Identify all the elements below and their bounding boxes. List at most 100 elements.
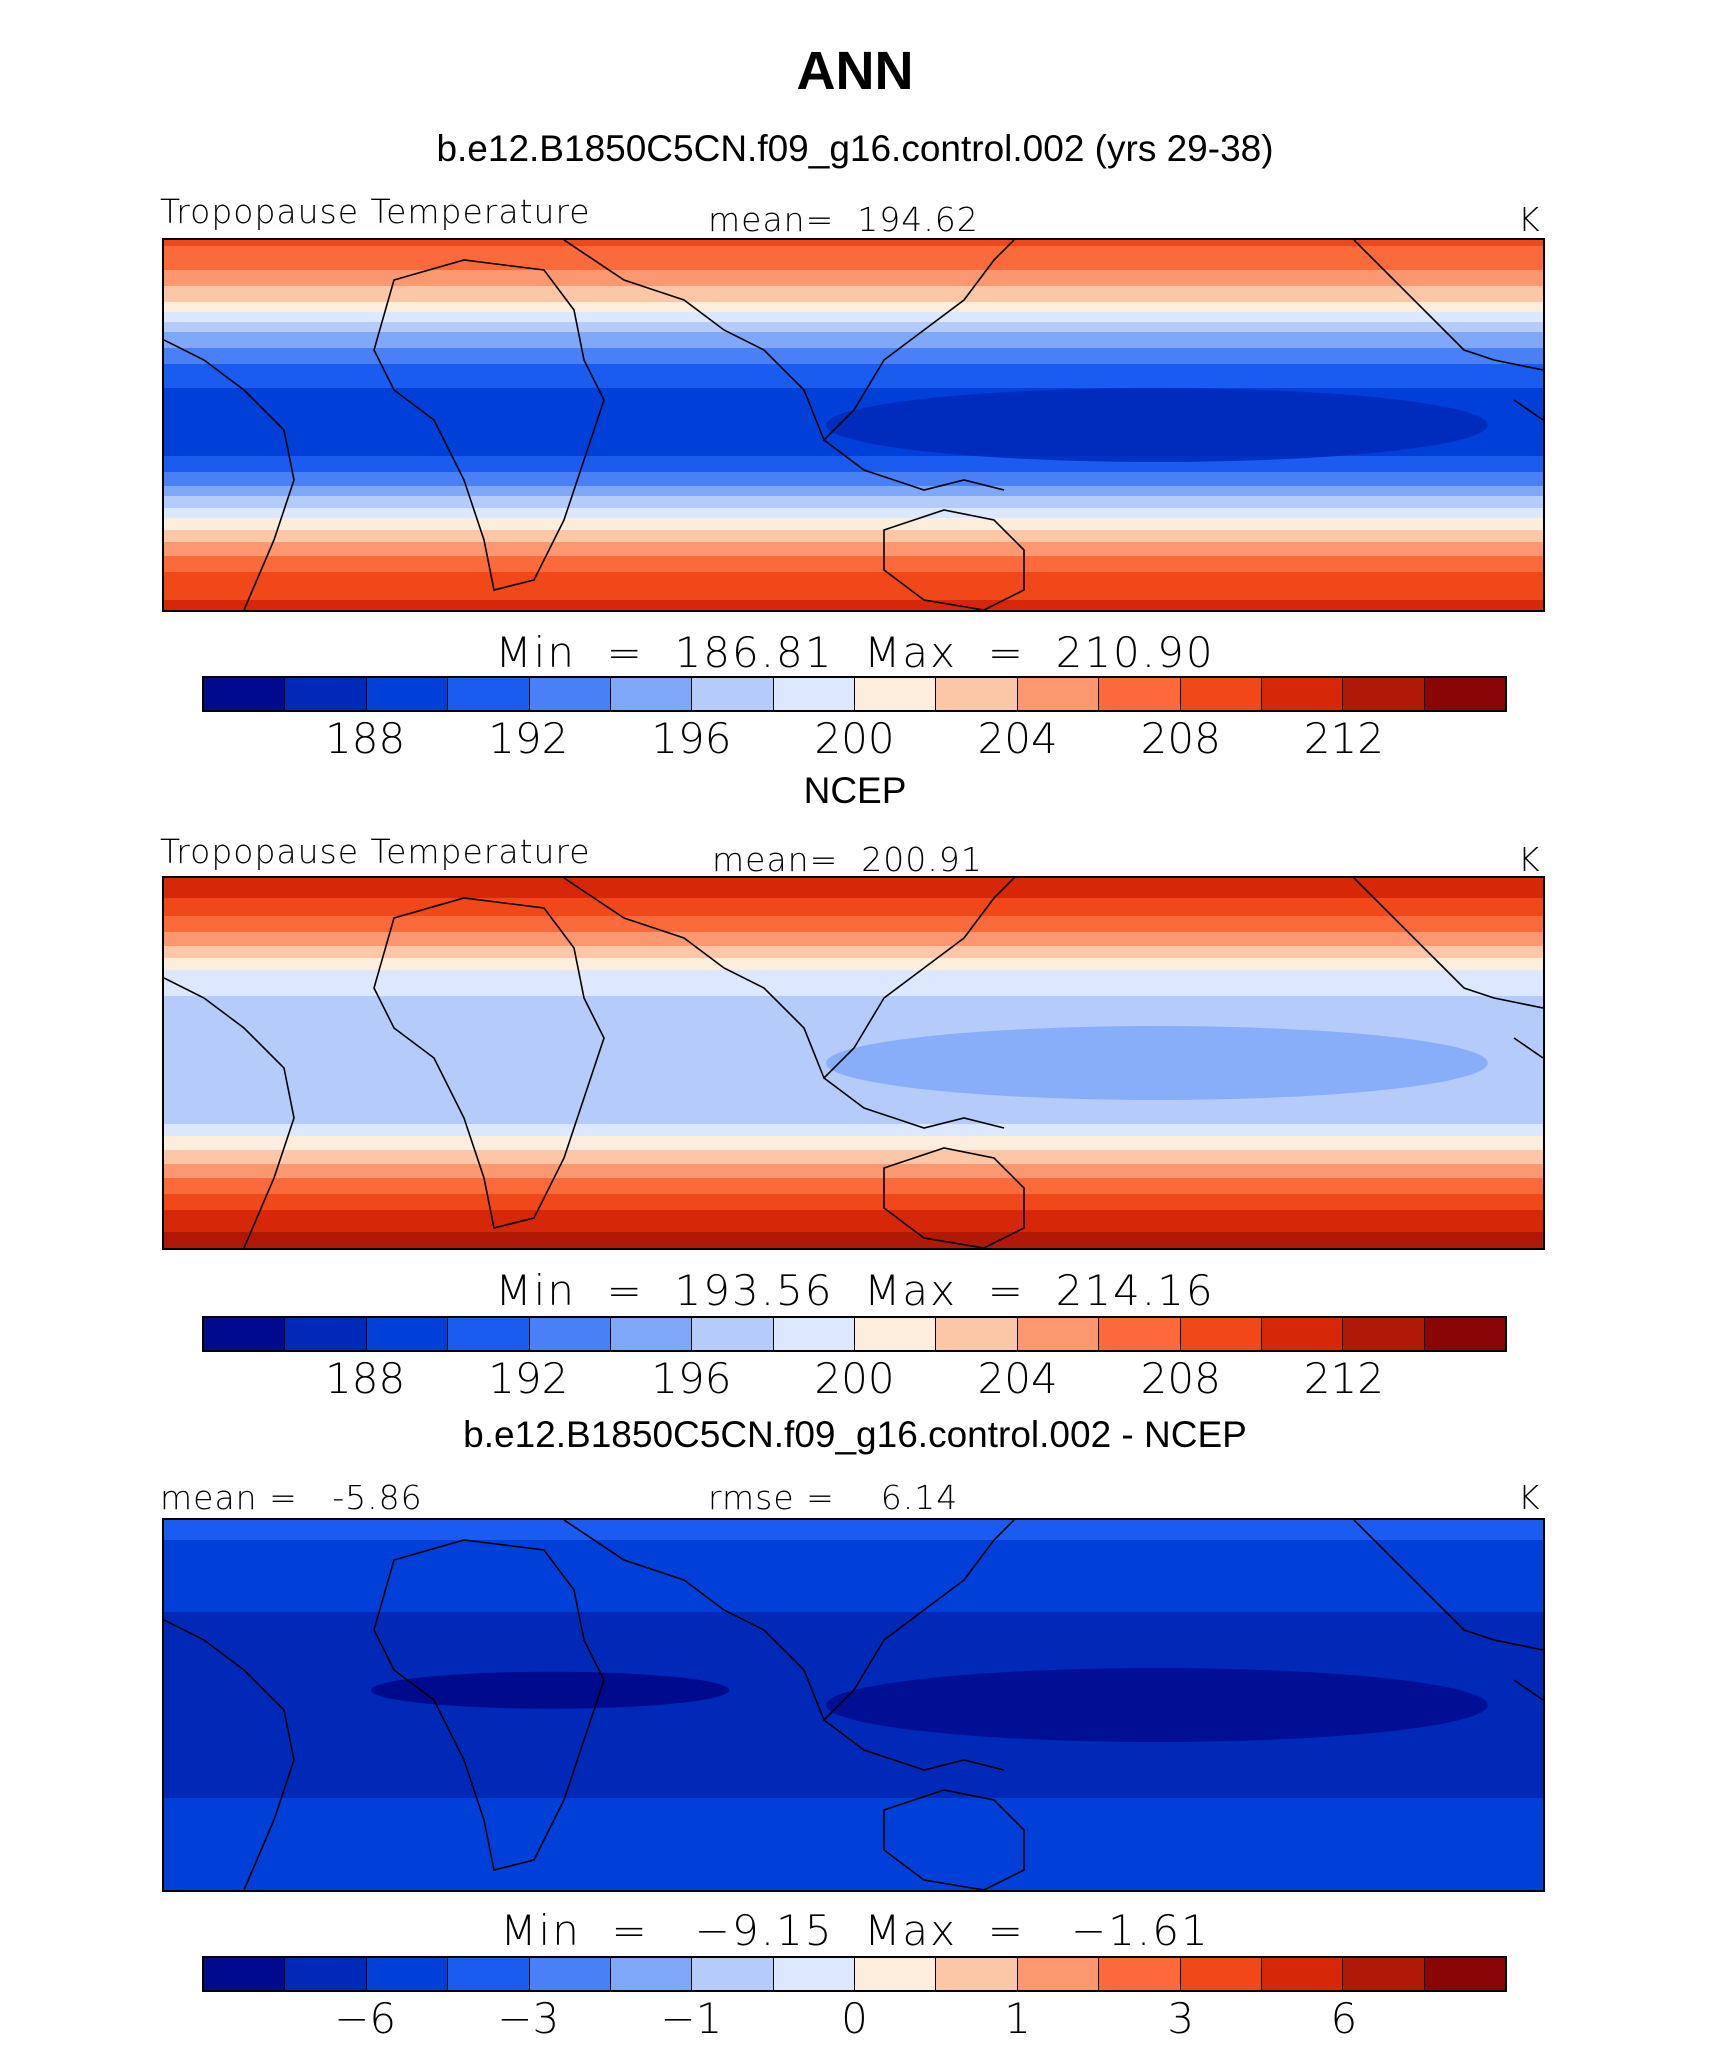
colorbar-swatch: [773, 1958, 855, 1990]
contour-band: [164, 1608, 1543, 1611]
contour-band: [164, 552, 1543, 555]
contour-band: [164, 1620, 1543, 1623]
contour-band: [164, 984, 1543, 987]
contour-band: [164, 370, 1543, 373]
contour-band: [164, 400, 1543, 403]
contour-band: [164, 466, 1543, 469]
contour-band: [164, 1158, 1543, 1161]
contour-band: [164, 958, 1543, 961]
contour-band: [164, 1598, 1543, 1601]
contour-band: [164, 1594, 1543, 1597]
colorbar-tick-label: 200: [814, 1354, 895, 1403]
contour-band: [164, 312, 1543, 315]
contour-band: [164, 1720, 1543, 1723]
panel-1-map: [162, 238, 1545, 612]
colorbar-swatch: [529, 1958, 611, 1990]
contour-band: [164, 390, 1543, 393]
contour-band: [164, 458, 1543, 461]
colorbar-swatch: [1424, 678, 1505, 710]
contour-band: [164, 914, 1543, 917]
colorbar-tick-label: 188: [325, 1354, 406, 1403]
contour-band: [164, 1216, 1543, 1219]
contour-band: [164, 894, 1543, 897]
contour-band: [164, 1722, 1543, 1725]
contour-band: [164, 596, 1543, 599]
panel-2-colorbar: [202, 1316, 1507, 1352]
contour-band: [164, 382, 1543, 385]
contour-band: [164, 952, 1543, 955]
contour-band: [164, 1666, 1543, 1669]
contour-band: [164, 1794, 1543, 1797]
contour-band: [164, 1782, 1543, 1785]
contour-band: [164, 1118, 1543, 1121]
colorbar-swatch: [1261, 1318, 1344, 1350]
colorbar-swatch: [1343, 678, 1425, 710]
contour-band: [164, 590, 1543, 593]
contour-band: [164, 346, 1543, 349]
contour-band: [164, 1134, 1543, 1137]
contour-band: [164, 548, 1543, 551]
coastline: [823, 1077, 1005, 1129]
contour-band: [164, 1630, 1543, 1633]
contour-band: [164, 1522, 1543, 1525]
colorbar-swatch: [448, 678, 530, 710]
coastline: [1513, 399, 1543, 421]
contour-band: [164, 990, 1543, 993]
contour-band: [164, 988, 1543, 991]
contour-band: [164, 1242, 1543, 1245]
contour-band: [164, 1810, 1543, 1813]
contour-band: [164, 1756, 1543, 1759]
coastline: [883, 1789, 1025, 1890]
contour-band: [164, 270, 1543, 273]
contour-band: [164, 1682, 1543, 1685]
contour-band: [164, 1186, 1543, 1189]
contour-band: [164, 366, 1543, 369]
contour-band: [164, 982, 1543, 985]
contour-band: [164, 1570, 1543, 1573]
contour-band: [164, 260, 1543, 263]
contour-band: [164, 924, 1543, 927]
contour-band: [164, 250, 1543, 253]
contour-band: [164, 1550, 1543, 1553]
panel-1-colorbar: [202, 676, 1507, 712]
contour-band: [164, 1140, 1543, 1143]
contour-band: [164, 532, 1543, 535]
contour-band: [164, 896, 1543, 899]
colorbar-tick-label: 0: [841, 1994, 868, 2043]
coastline: [1513, 1679, 1543, 1701]
contour-band: [164, 1640, 1543, 1643]
contour-band: [164, 1818, 1543, 1821]
panel-1-mean-label: mean= 194.62: [708, 200, 979, 239]
contour-band: [164, 1804, 1543, 1807]
contour-band: [164, 604, 1543, 607]
contour-band: [164, 1760, 1543, 1763]
contour-band: [164, 1194, 1543, 1197]
contour-band: [164, 1864, 1543, 1867]
contour-band: [164, 582, 1543, 585]
contour-band: [164, 1868, 1543, 1871]
contour-band: [164, 1836, 1543, 1839]
contour-band: [164, 384, 1543, 387]
contour-band: [164, 1150, 1543, 1153]
contour-band: [164, 960, 1543, 963]
contour-band: [164, 340, 1543, 343]
contour-band: [164, 1540, 1543, 1543]
contour-band: [164, 1662, 1543, 1665]
colorbar-tick-label: 204: [977, 714, 1058, 763]
contour-band: [164, 572, 1543, 575]
contour-band: [164, 1204, 1543, 1207]
colorbar-swatch: [773, 1318, 855, 1350]
contour-band: [164, 504, 1543, 507]
contour-band: [164, 1658, 1543, 1661]
coastline: [373, 1539, 605, 1871]
contour-band: [164, 1588, 1543, 1591]
contour-band: [164, 1576, 1543, 1579]
contour-band: [164, 284, 1543, 287]
contour-band: [164, 1128, 1543, 1131]
contour-band: [164, 500, 1543, 503]
contour-band: [164, 1538, 1543, 1541]
contour-band: [164, 1222, 1543, 1225]
contour-band: [164, 1752, 1543, 1755]
contour-band: [164, 980, 1543, 983]
contour-band: [164, 1012, 1543, 1015]
